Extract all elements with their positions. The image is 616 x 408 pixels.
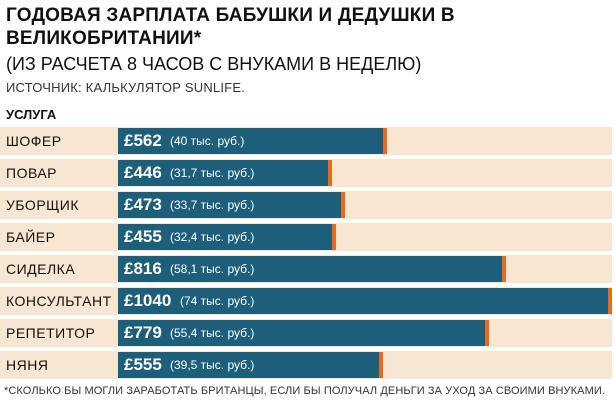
value-label: £562: [124, 131, 162, 150]
category-label: ПОВАР: [6, 165, 58, 181]
bar-row: ШОФЕР £562 (40 тыс. руб.): [0, 126, 616, 158]
value-label: £816: [124, 259, 162, 278]
value-label: £446: [124, 163, 162, 182]
bar: [118, 192, 341, 218]
chart-title: ГОДОВАЯ ЗАРПЛАТА БАБУШКИ И ДЕДУШКИ В ВЕЛ…: [6, 5, 455, 49]
bar-row: СИДЕЛКА £816 (58,1 тыс. руб.): [0, 254, 616, 286]
category-label: НЯНЯ: [6, 357, 49, 373]
bar-row: ПОВАР £446 (31,7 тыс. руб.): [0, 158, 616, 190]
source-note: ИСТОЧНИК: КАЛЬКУЛЯТОР SUNLIFE.: [6, 80, 245, 95]
category-label: УБОРЩИК: [6, 197, 79, 213]
footnote: *СКОЛЬКО БЫ МОГЛИ ЗАРАБОТАТЬ БРИТАНЦЫ, Е…: [4, 385, 606, 397]
rub-value-label: (32,4 тыс. руб.): [170, 230, 255, 244]
bar-end-cap: [383, 128, 387, 154]
bar-end-cap: [485, 320, 489, 346]
value-label: £473: [124, 195, 162, 214]
rub-value-label: (33,7 тыс. руб.): [170, 198, 255, 212]
category-label: БАЙЕР: [6, 229, 56, 245]
bar: [118, 288, 608, 314]
bar-chart: ШОФЕР £562 (40 тыс. руб.) ПОВАР £446 (31,7 ты…: [0, 126, 616, 382]
rub-value-label: (31,7 тыс. руб.): [170, 166, 255, 180]
rub-value-label: (40 тыс. руб.): [170, 134, 245, 148]
bar-end-cap: [332, 224, 336, 250]
bar-end-cap: [608, 288, 612, 314]
category-label: СИДЕЛКА: [6, 261, 76, 277]
category-label: РЕПЕТИТОР: [6, 325, 96, 341]
chart-subtitle: (ИЗ РАСЧЕТА 8 ЧАСОВ С ВНУКАМИ В НЕДЕЛЮ): [6, 54, 422, 74]
rub-value-label: (39,5 тыс. руб.): [170, 358, 255, 372]
bar-end-cap: [379, 352, 383, 378]
bar-row: УБОРЩИК £473 (33,7 тыс. руб.): [0, 190, 616, 222]
bar-end-cap: [502, 256, 506, 282]
bar: [118, 224, 332, 250]
value-label: £1040: [124, 291, 172, 310]
bar-end-cap: [341, 192, 345, 218]
rub-value-label: (58,1 тыс. руб.): [170, 262, 255, 276]
rub-value-label: (74 тыс. руб.): [180, 294, 255, 308]
bar: [118, 256, 502, 282]
bar: [118, 352, 379, 378]
bar-row: РЕПЕТИТОР £779 (55,4 тыс. руб.): [0, 318, 616, 350]
category-label: ШОФЕР: [6, 133, 62, 149]
bar-end-cap: [328, 160, 332, 186]
bar: [118, 128, 383, 154]
value-label: £455: [124, 227, 162, 246]
value-label: £779: [124, 323, 162, 342]
bar-row: НЯНЯ £555 (39,5 тыс. руб.): [0, 350, 616, 382]
bar-row: КОНСУЛЬТАНТ £1040 (74 тыс. руб.): [0, 286, 616, 318]
bar: [118, 320, 485, 346]
category-column-header: УСЛУГА: [6, 107, 57, 122]
value-label: £555: [124, 355, 162, 374]
rub-value-label: (55,4 тыс. руб.): [170, 326, 255, 340]
bar-row: БАЙЕР £455 (32,4 тыс. руб.): [0, 222, 616, 254]
bar: [118, 160, 328, 186]
category-label: КОНСУЛЬТАНТ: [6, 293, 112, 309]
